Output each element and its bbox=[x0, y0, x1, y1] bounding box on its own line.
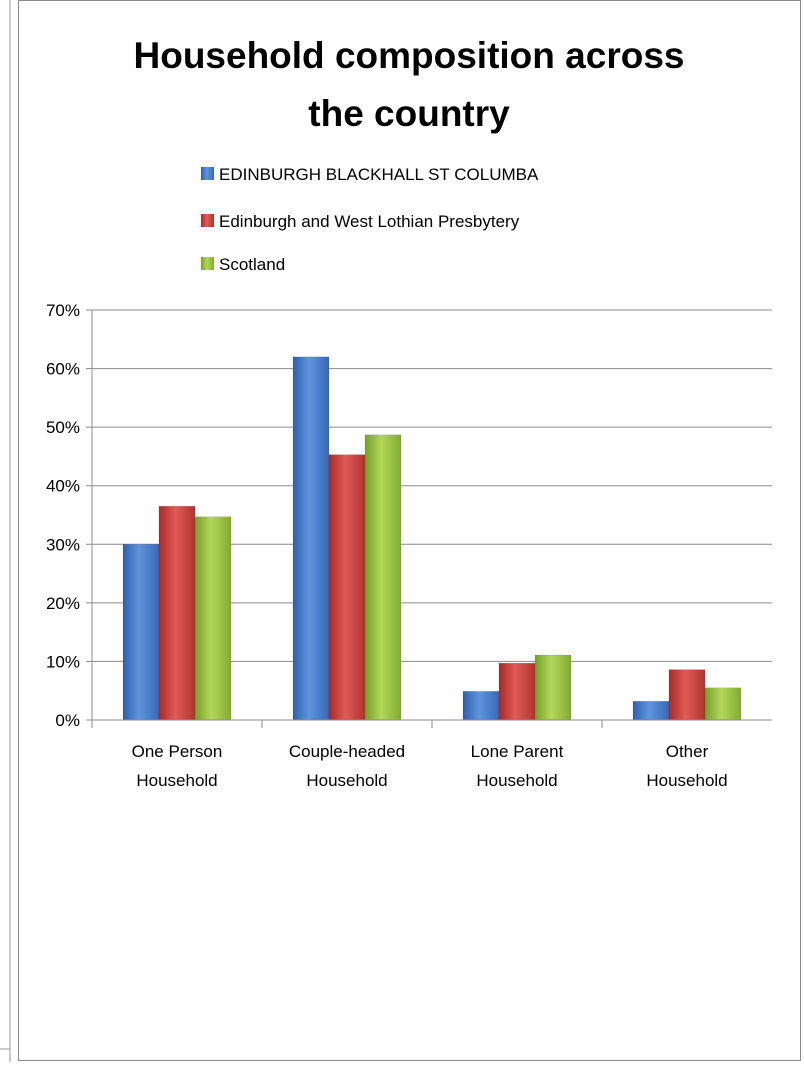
chart-border bbox=[18, 0, 801, 1061]
legend: EDINBURGH BLACKHALL ST COLUMBA Edinburgh… bbox=[201, 165, 539, 274]
x-axis-labels: One Person Household Couple-headed Househol… bbox=[132, 742, 728, 790]
bar-3-3 bbox=[534, 654, 572, 721]
bar-1-1 bbox=[122, 544, 160, 721]
legend-label-series-3: Scotland bbox=[219, 255, 285, 274]
x-tick-label: Household bbox=[306, 771, 387, 790]
bars bbox=[122, 356, 742, 721]
x-tick-label: One Person bbox=[132, 742, 223, 761]
y-tick-label: 20% bbox=[46, 594, 80, 613]
chart-title-line-1: Household composition across bbox=[134, 35, 685, 76]
x-tick-label: Couple-headed bbox=[289, 742, 405, 761]
x-tick-label: Household bbox=[136, 771, 217, 790]
bar-2-2 bbox=[328, 454, 366, 721]
legend-label-series-1: EDINBURGH BLACKHALL ST COLUMBA bbox=[219, 165, 539, 184]
y-tick-label: 40% bbox=[46, 477, 80, 496]
y-tick-label: 0% bbox=[55, 711, 80, 730]
y-tick-label: 30% bbox=[46, 535, 80, 554]
y-tick-label: 50% bbox=[46, 418, 80, 437]
legend-swatch-series-2 bbox=[201, 214, 214, 227]
y-tick-label: 10% bbox=[46, 652, 80, 671]
bar-1-4 bbox=[632, 701, 670, 721]
legend-swatch-series-3 bbox=[201, 257, 214, 270]
y-axis-ticks: 0% 10% 20% 30% 40% 50% 60% 70% bbox=[46, 301, 80, 730]
y-tick-label: 60% bbox=[46, 360, 80, 379]
x-tick-label: Household bbox=[476, 771, 557, 790]
x-tick-label: Lone Parent bbox=[471, 742, 564, 761]
bar-2-1 bbox=[158, 505, 196, 721]
bar-2-3 bbox=[498, 662, 536, 721]
x-tick-label: Other bbox=[666, 742, 709, 761]
bar-3-4 bbox=[704, 687, 742, 721]
bar-3-1 bbox=[194, 516, 232, 721]
bar-1-2 bbox=[292, 356, 330, 721]
bar-3-2 bbox=[364, 434, 402, 721]
legend-swatch-series-1 bbox=[201, 167, 214, 180]
chart-title-line-2: the country bbox=[308, 93, 510, 134]
bar-2-4 bbox=[668, 669, 706, 721]
legend-label-series-2: Edinburgh and West Lothian Presbytery bbox=[219, 212, 520, 231]
y-tick-label: 70% bbox=[46, 301, 80, 320]
bar-1-3 bbox=[462, 691, 500, 721]
x-tick-label: Household bbox=[646, 771, 727, 790]
